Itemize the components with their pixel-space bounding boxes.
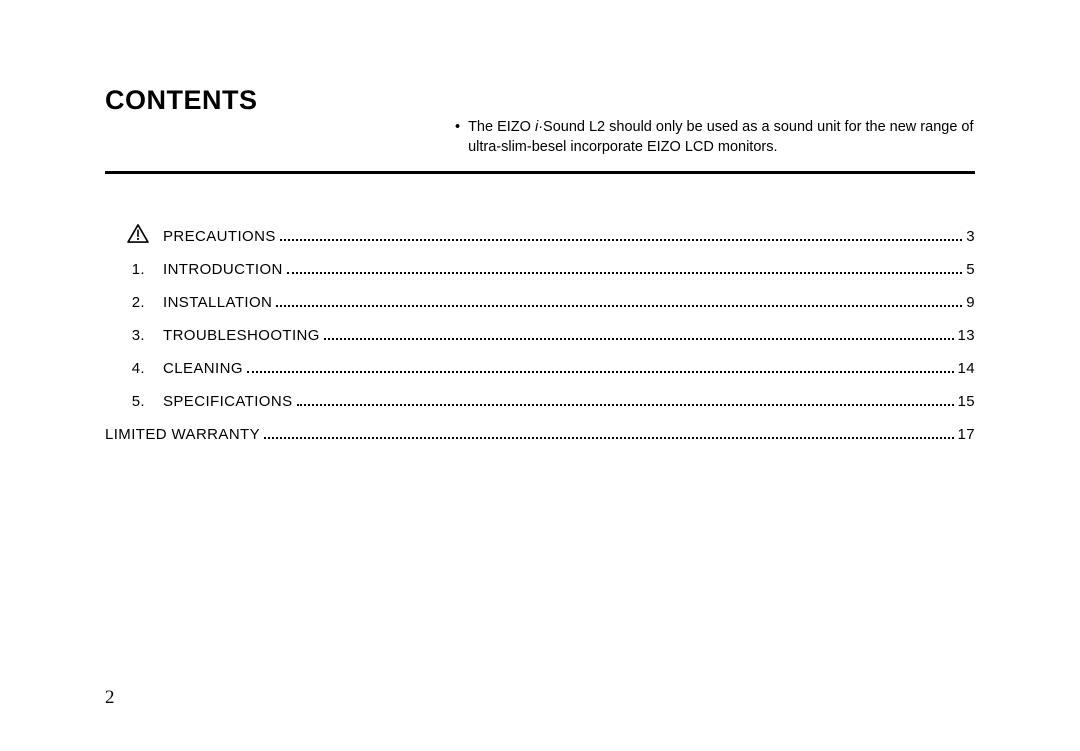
note-post: ·Sound L2 should only be used as a sound… bbox=[468, 119, 973, 155]
usage-note: The EIZO i·Sound L2 should only be used … bbox=[435, 85, 975, 157]
toc-page: 13 bbox=[958, 327, 976, 344]
header-row: CONTENTS The EIZO i·Sound L2 should only… bbox=[105, 85, 975, 174]
toc-number: 2. bbox=[105, 294, 163, 311]
toc-page: 5 bbox=[966, 261, 975, 278]
toc-title: TROUBLESHOOTING bbox=[163, 327, 320, 344]
toc-leader bbox=[287, 272, 962, 274]
toc-row: 5. SPECIFICATIONS 15 bbox=[105, 393, 975, 410]
toc-row: 4. CLEANING 14 bbox=[105, 360, 975, 377]
toc-title: INTRODUCTION bbox=[163, 261, 283, 278]
toc-number: 4. bbox=[105, 360, 163, 377]
toc-title: LIMITED WARRANTY bbox=[105, 426, 260, 443]
toc-page: 9 bbox=[966, 294, 975, 311]
table-of-contents: PRECAUTIONS 3 1. INTRODUCTION 5 2. INSTA… bbox=[105, 222, 975, 443]
toc-page: 14 bbox=[958, 360, 976, 377]
toc-page: 15 bbox=[958, 393, 976, 410]
toc-leader bbox=[280, 239, 963, 241]
warning-triangle-icon bbox=[127, 224, 149, 243]
toc-leader bbox=[247, 371, 954, 373]
toc-number: 5. bbox=[105, 393, 163, 410]
toc-number: 1. bbox=[105, 261, 163, 278]
toc-leader bbox=[324, 338, 954, 340]
toc-title: CLEANING bbox=[163, 360, 243, 377]
toc-row: 2. INSTALLATION 9 bbox=[105, 294, 975, 311]
toc-title: INSTALLATION bbox=[163, 294, 272, 311]
contents-heading: CONTENTS bbox=[105, 85, 258, 116]
toc-row: 3. TROUBLESHOOTING 13 bbox=[105, 327, 975, 344]
toc-leader bbox=[264, 437, 953, 439]
page-number: 2 bbox=[105, 687, 115, 709]
document-page: CONTENTS The EIZO i·Sound L2 should only… bbox=[0, 0, 1080, 751]
toc-leader bbox=[276, 305, 962, 307]
note-pre: The EIZO bbox=[468, 119, 535, 135]
toc-title: PRECAUTIONS bbox=[163, 228, 276, 245]
toc-page: 17 bbox=[958, 426, 976, 443]
toc-row-warranty: LIMITED WARRANTY 17 bbox=[105, 426, 975, 443]
toc-leader bbox=[297, 404, 954, 406]
toc-row: 1. INTRODUCTION 5 bbox=[105, 261, 975, 278]
toc-row-precautions: PRECAUTIONS 3 bbox=[105, 222, 975, 245]
toc-title: SPECIFICATIONS bbox=[163, 393, 293, 410]
toc-page: 3 bbox=[966, 228, 975, 245]
toc-number: 3. bbox=[105, 327, 163, 344]
